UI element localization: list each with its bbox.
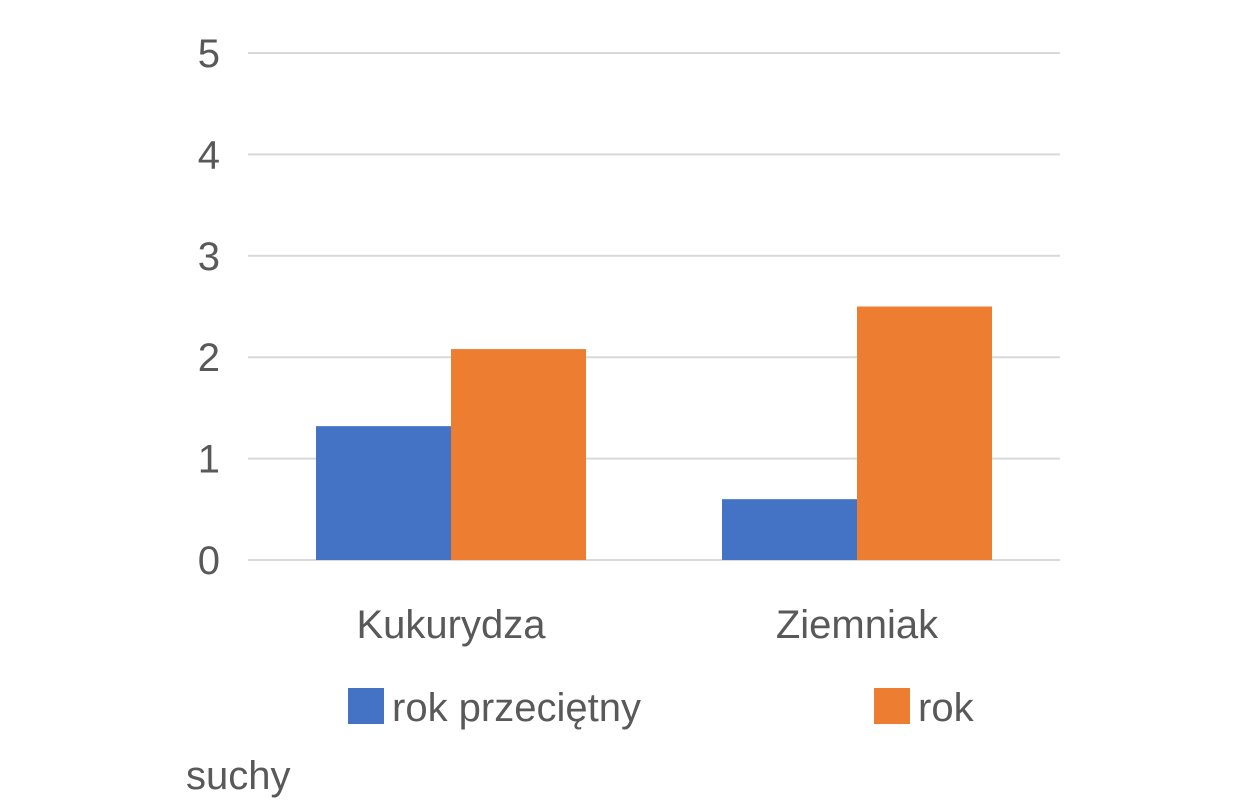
bar-kukurydza-series-0	[316, 426, 451, 560]
y-tick-label: 4	[198, 133, 220, 177]
x-category-label: Ziemniak	[776, 603, 939, 647]
bar-kukurydza-series-1	[451, 349, 586, 560]
bars	[316, 306, 992, 560]
legend-swatch-rok-przecietny	[348, 688, 384, 724]
legend-label-rok-suchy-line1: rok	[918, 686, 974, 730]
bar-ziemniak-series-0	[722, 499, 857, 560]
legend-label-rok-suchy-line2: suchy	[186, 754, 291, 798]
y-tick-label: 0	[198, 539, 220, 583]
y-tick-label: 3	[198, 235, 220, 279]
x-category-label: Kukurydza	[357, 603, 547, 647]
legend-label-rok-przecietny: rok przeciętny	[392, 686, 641, 730]
y-tick-label: 1	[198, 438, 220, 482]
x-axis-categories: Kukurydza Ziemniak	[357, 603, 940, 647]
bar-ziemniak-series-1	[857, 306, 992, 560]
y-axis-ticks: 0 1 2 3 4 5	[198, 32, 220, 583]
y-tick-label: 2	[198, 336, 220, 380]
y-tick-label: 5	[198, 32, 220, 76]
legend-swatch-rok-suchy	[874, 688, 910, 724]
